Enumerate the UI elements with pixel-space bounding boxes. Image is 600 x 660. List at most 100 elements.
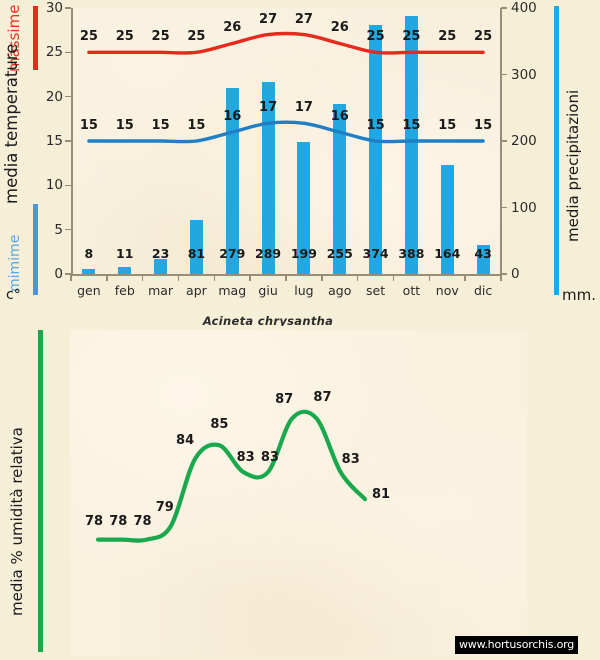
- left-tick: [65, 273, 71, 275]
- left-tick-label: 30: [45, 0, 63, 16]
- precipitation-bar: [333, 104, 347, 274]
- left-axis-legend: massime media temperature mimime c°: [0, 0, 70, 318]
- month-tick: [321, 275, 323, 281]
- precipitation-value: 164: [434, 246, 461, 261]
- max-temperature-value: 25: [151, 29, 170, 45]
- precipitation-value: 255: [326, 246, 353, 261]
- precipitation-value: 23: [151, 246, 170, 261]
- precipitation-color-key: [554, 6, 559, 295]
- humidity-value: 85: [210, 417, 229, 433]
- month-label: ago: [328, 283, 352, 298]
- min-temperature-value: 17: [259, 100, 278, 116]
- right-tick: [501, 7, 507, 9]
- month-label: dic: [473, 283, 493, 298]
- humidity-value: 78: [109, 513, 128, 529]
- month-label: mar: [148, 283, 174, 298]
- precipitation-bar: [369, 25, 383, 274]
- left-tick-label: 15: [45, 133, 63, 149]
- precipitation-value: 8: [84, 246, 94, 261]
- month-tick: [70, 275, 72, 281]
- left-tick: [65, 184, 71, 187]
- humidity-value: 87: [313, 390, 332, 406]
- month-label: feb: [114, 283, 135, 298]
- month-tick: [177, 275, 180, 281]
- max-temperature-value: 25: [115, 29, 134, 45]
- species-caption: Acineta chrysantha: [202, 314, 334, 328]
- left-tick-label: 20: [45, 88, 63, 105]
- precipitation-value: 388: [398, 246, 425, 261]
- humidity-curve: [95, 409, 368, 543]
- humidity-value: 83: [341, 452, 360, 468]
- right-tick: [501, 140, 507, 142]
- right-tick-label: 0: [511, 266, 520, 282]
- month-tick: [285, 275, 287, 281]
- precipitation-bars: [71, 8, 501, 274]
- precipitation-bar: [82, 268, 96, 274]
- max-temperature-value: 25: [79, 29, 98, 45]
- precipitation-bar: [154, 258, 168, 274]
- precipitation-bar: [118, 266, 132, 274]
- max-temperature-value: 27: [259, 11, 278, 27]
- month-label: giu: [258, 283, 278, 298]
- month-tick: [428, 275, 431, 281]
- month-tick: [106, 275, 108, 281]
- month-tick: [392, 275, 395, 281]
- max-temperature-value: 25: [438, 29, 457, 45]
- humidity-value: 84: [176, 432, 195, 448]
- humidity-value: 83: [236, 450, 255, 466]
- celsius-unit-label: c°: [6, 287, 21, 303]
- humidity-value: 78: [84, 513, 104, 529]
- min-temperature-value: 16: [223, 109, 242, 125]
- temperature-precipitation-panel: massime media temperature mimime c° 0 5 10…: [0, 0, 600, 328]
- humidity-panel: media % umidità relativa 78 78 78 79 84 85 83 8…: [0, 326, 600, 660]
- precipitation-value: 43: [474, 246, 492, 261]
- max-temperature-value: 25: [474, 29, 493, 45]
- month-label: gen: [77, 283, 101, 298]
- humidity-value: 78: [133, 513, 152, 529]
- min-temp-legend-label: mimime: [7, 234, 23, 292]
- left-tick: [65, 7, 71, 9]
- right-tick: [501, 206, 507, 209]
- mean-temperature-axis-label: media temperature: [2, 43, 21, 204]
- left-y-axis: [71, 8, 73, 276]
- month-tick: [141, 275, 144, 281]
- min-temperature-value: 15: [402, 118, 421, 133]
- max-temperature-value: 27: [294, 11, 313, 27]
- month-label: mag: [218, 283, 247, 298]
- max-temperature-value: 26: [330, 20, 349, 36]
- precipitation-value: 11: [116, 246, 134, 261]
- month-label: set: [366, 283, 386, 298]
- max-temp-color-key: [33, 6, 38, 70]
- precipitation-bar: [225, 88, 239, 274]
- left-tick-label: 10: [45, 177, 63, 194]
- humidity-value: 83: [260, 450, 279, 466]
- max-temperature-value: 25: [187, 29, 206, 45]
- right-tick-label: 400: [511, 0, 537, 16]
- min-temp-color-key: [33, 204, 38, 295]
- right-tick: [501, 73, 507, 76]
- precipitation-bar: [440, 164, 454, 274]
- humidity-color-key: [38, 330, 43, 652]
- left-tick-label: 5: [54, 221, 63, 238]
- left-tick: [65, 51, 71, 54]
- month-label: nov: [435, 283, 459, 298]
- right-tick-label: 300: [511, 66, 537, 83]
- precipitation-axis-label: media precipitazioni: [564, 89, 582, 242]
- humidity-plot-area: [70, 330, 527, 656]
- left-tick-label: 25: [45, 44, 63, 61]
- min-temperature-value: 15: [438, 118, 457, 133]
- x-axis: [71, 274, 502, 276]
- temperature-curves: [87, 31, 485, 144]
- precipitation-value: 81: [187, 246, 206, 261]
- min-temperature-value: 15: [151, 118, 170, 133]
- month-tick: [249, 275, 251, 281]
- precipitation-bar: [476, 245, 490, 274]
- right-tick: [501, 273, 507, 275]
- left-tick: [65, 140, 71, 142]
- month-label: apr: [186, 283, 207, 298]
- precipitation-value: 199: [290, 246, 317, 261]
- month-tick: [500, 275, 502, 281]
- precipitation-bar: [404, 15, 418, 274]
- max-temperature-value: 25: [366, 29, 385, 45]
- min-temperature-value: 15: [115, 118, 134, 133]
